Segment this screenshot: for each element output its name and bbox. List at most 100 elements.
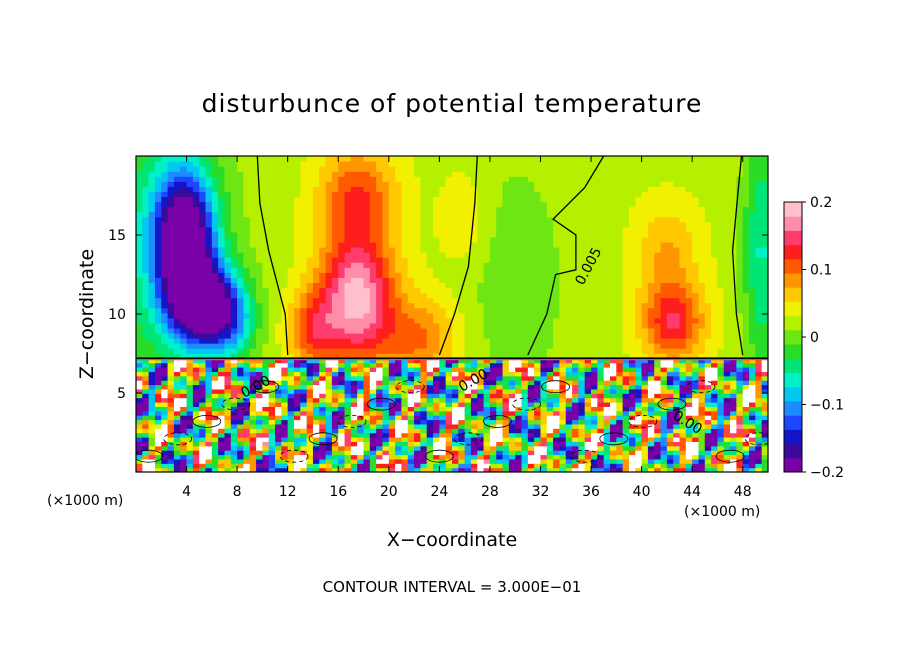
heatmap-cell xyxy=(243,161,251,167)
heatmap-cell xyxy=(350,463,358,469)
heatmap-cell xyxy=(180,267,188,273)
heatmap-cell xyxy=(306,406,314,412)
heatmap-cell xyxy=(205,176,213,182)
heatmap-cell xyxy=(369,216,377,223)
heatmap-cell xyxy=(167,415,175,421)
heatmap-cell xyxy=(692,171,700,177)
heatmap-cell xyxy=(749,257,756,263)
heatmap-cell xyxy=(635,241,643,248)
heatmap-cell xyxy=(186,332,194,339)
heatmap-cell xyxy=(186,171,194,177)
heatmap-cell xyxy=(704,277,712,283)
heatmap-cell xyxy=(597,262,605,268)
heatmap-cell xyxy=(616,221,624,228)
heatmap-cell xyxy=(243,366,251,372)
heatmap-cell xyxy=(136,247,143,253)
heatmap-cell xyxy=(679,176,687,182)
heatmap-cell xyxy=(578,216,586,223)
heatmap-cell xyxy=(230,287,238,294)
heatmap-cell xyxy=(312,454,320,460)
heatmap-cell xyxy=(142,252,150,258)
heatmap-cell xyxy=(205,437,213,442)
heatmap-cell xyxy=(452,191,459,198)
heatmap-cell xyxy=(445,171,453,177)
heatmap-cell xyxy=(388,312,396,319)
heatmap-cell xyxy=(357,393,365,399)
heatmap-cell xyxy=(401,226,409,233)
heatmap-cell xyxy=(192,358,200,364)
heatmap-cell xyxy=(161,181,169,187)
heatmap-cell xyxy=(180,353,188,359)
heatmap-cell xyxy=(275,419,282,425)
heatmap-cell xyxy=(237,312,245,319)
heatmap-cell xyxy=(369,272,377,278)
heatmap-cell xyxy=(641,353,649,359)
heatmap-cell xyxy=(262,467,270,472)
heatmap-cell xyxy=(654,322,662,329)
heatmap-cell xyxy=(704,206,712,213)
heatmap-cell xyxy=(154,362,162,368)
heatmap-cell xyxy=(173,297,181,304)
heatmap-cell xyxy=(281,375,289,381)
heatmap-cell xyxy=(433,201,440,208)
heatmap-cell xyxy=(666,277,674,283)
heatmap-cell xyxy=(502,257,510,263)
heatmap-cell xyxy=(350,206,358,213)
heatmap-cell xyxy=(628,282,636,289)
heatmap-cell xyxy=(610,312,617,319)
heatmap-cell xyxy=(723,302,731,309)
heatmap-cell xyxy=(338,401,346,407)
heatmap-cell xyxy=(262,236,270,243)
heatmap-cell xyxy=(584,277,592,283)
heatmap-cell xyxy=(243,441,251,447)
heatmap-cell xyxy=(154,332,162,339)
heatmap-cell xyxy=(508,236,516,243)
heatmap-cell xyxy=(610,343,617,349)
heatmap-cell xyxy=(711,272,719,278)
heatmap-cell xyxy=(458,317,466,324)
heatmap-cell xyxy=(483,206,491,213)
heatmap-cell xyxy=(559,317,567,324)
heatmap-cell xyxy=(350,375,358,381)
heatmap-cell xyxy=(723,292,731,299)
heatmap-cell xyxy=(205,423,213,429)
heatmap-cell xyxy=(268,206,276,213)
heatmap-cell xyxy=(300,297,308,304)
heatmap-cell xyxy=(628,277,636,283)
heatmap-cell xyxy=(357,371,365,377)
heatmap-cell xyxy=(205,343,213,349)
heatmap-cell xyxy=(256,353,263,359)
heatmap-cell xyxy=(489,211,497,218)
heatmap-cell xyxy=(350,397,358,403)
heatmap-cell xyxy=(338,410,346,416)
heatmap-cell xyxy=(521,191,529,198)
heatmap-cell xyxy=(534,176,542,182)
heatmap-cell xyxy=(211,252,219,258)
heatmap-cell xyxy=(584,327,592,334)
heatmap-cell xyxy=(508,327,516,334)
heatmap-cell xyxy=(496,161,504,167)
heatmap-cell xyxy=(610,196,617,203)
heatmap-cell xyxy=(654,343,662,349)
heatmap-cell xyxy=(515,171,523,177)
heatmap-cell xyxy=(363,282,371,289)
heatmap-cell xyxy=(211,410,219,416)
heatmap-cell xyxy=(357,302,365,309)
heatmap-cell xyxy=(312,277,320,283)
heatmap-cell xyxy=(470,338,478,344)
heatmap-cell xyxy=(603,196,611,203)
heatmap-cell xyxy=(407,156,415,162)
heatmap-cell xyxy=(426,191,434,198)
heatmap-cell xyxy=(761,272,768,278)
heatmap-cell xyxy=(388,176,396,182)
heatmap-cell xyxy=(211,171,219,177)
heatmap-cell xyxy=(584,322,592,329)
heatmap-cell xyxy=(540,231,548,238)
heatmap-cell xyxy=(199,450,207,456)
heatmap-cell xyxy=(527,348,535,354)
heatmap-cell xyxy=(616,322,624,329)
heatmap-cell xyxy=(306,312,314,319)
heatmap-cell xyxy=(268,201,276,208)
heatmap-cell xyxy=(331,358,339,364)
heatmap-cell xyxy=(508,262,516,268)
